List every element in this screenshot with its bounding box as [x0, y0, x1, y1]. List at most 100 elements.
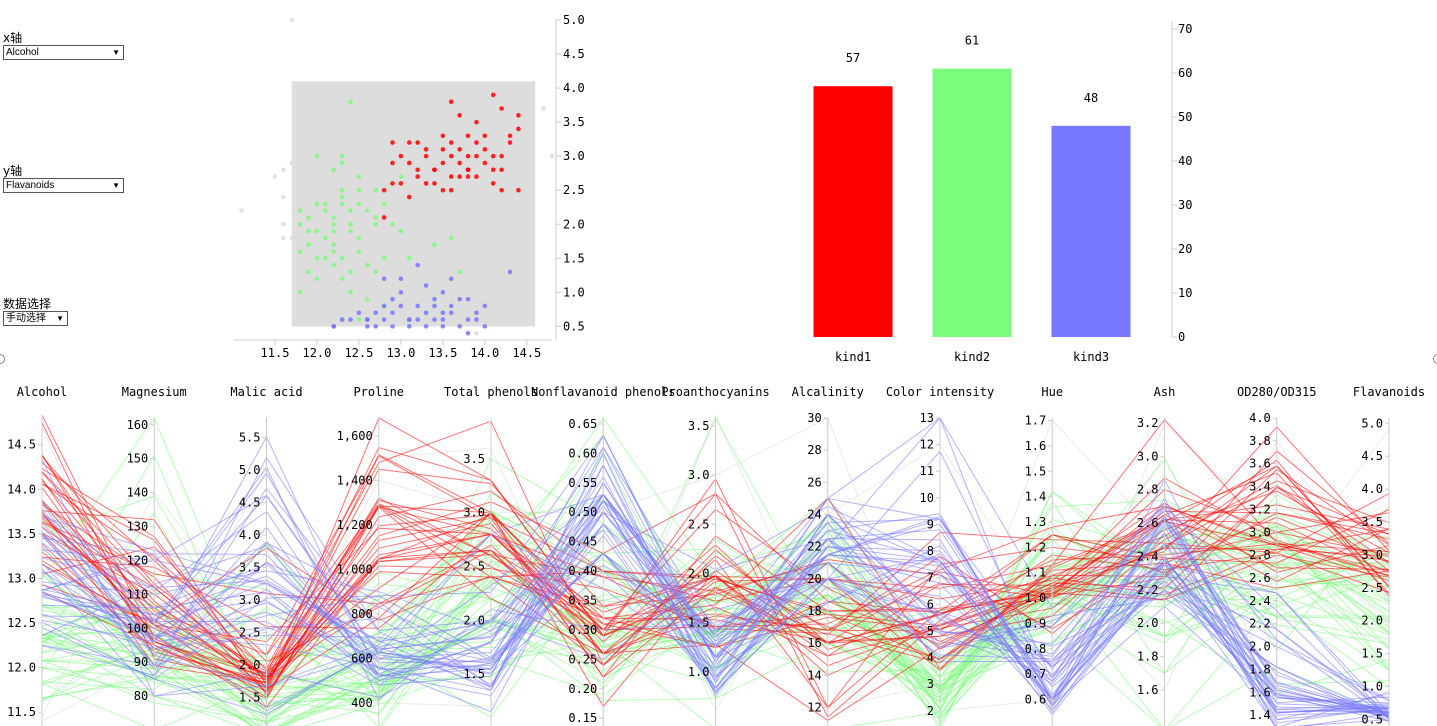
pc-line-kind2: [41, 524, 1390, 703]
pc-axis-tick-label: 3.5: [463, 452, 485, 466]
x-axis-select[interactable]: Alcohol ▼: [3, 45, 124, 60]
pc-line-kind1: [41, 478, 1390, 700]
left-resize-handle[interactable]: [0, 354, 5, 364]
pc-axis-tick-label: 1,400: [337, 473, 373, 487]
bar-category-label: kind1: [835, 350, 871, 364]
scatter-point-kind2: [323, 201, 328, 207]
pc-axis-title: Total phenols: [444, 385, 538, 399]
scatter-point-kind2: [314, 153, 320, 159]
pc-axis-tick-label: 0.20: [568, 682, 597, 696]
scatter-point-kind1: [465, 153, 471, 159]
bar-y-tick-label: 70: [1178, 22, 1192, 36]
pc-axis-tick-label: 5.0: [1361, 416, 1383, 430]
scatter-point-kind2: [331, 167, 337, 173]
scatter-point-kind3: [465, 330, 471, 336]
scatter-y-tick-label: 2.5: [563, 183, 585, 197]
pc-axis-tick-label: 1.5: [239, 691, 261, 705]
data-select-label: 数据选择: [3, 297, 52, 311]
pc-axis-title: Color intensity: [886, 385, 994, 399]
pc-line-kind1: [41, 487, 1390, 687]
right-resize-handle[interactable]: [1433, 354, 1437, 364]
scatter-x-tick-label: 14.0: [470, 346, 499, 360]
scatter-point-kind3: [432, 303, 437, 309]
data-select-dropdown[interactable]: 手动选择 ▼: [3, 311, 68, 326]
pc-axis-tick-label: 2.0: [1137, 616, 1159, 630]
pc-axis-tick-label: 13: [920, 411, 934, 425]
pc-line-kind1: [41, 489, 1390, 673]
scatter-y-tick-label: 4.5: [563, 47, 585, 61]
pc-line-kind1: [41, 477, 1390, 650]
pc-axis-title: OD280/OD315: [1237, 385, 1316, 399]
pc-line-kind1: [41, 454, 1390, 688]
pc-axis-tick-label: 3.5: [688, 419, 710, 433]
pc-axis-tick-label: 12.0: [7, 661, 36, 675]
pc-axis-tick-label: 100: [127, 621, 149, 635]
pc-axis-tick-label: 3.5: [239, 561, 261, 575]
scatter-x-axis: 11.5 12.0 12.5 13.0 13.5 14.0 14.5: [233, 339, 552, 360]
pc-axis-tick-label: 2.8: [1249, 548, 1271, 562]
pc-axis-title: Proline: [353, 385, 404, 399]
pc-axis-tick-label: 0.65: [568, 417, 597, 431]
scatter-point-kind2: [432, 242, 437, 247]
bar-y-tick-label: 50: [1178, 110, 1192, 124]
scatter-point-kind3: [507, 269, 513, 275]
pc-line-kind3: [41, 518, 1390, 716]
selection-region[interactable]: [291, 81, 536, 327]
scatter-point-kind1: [490, 92, 496, 98]
scatter-point-kind1: [448, 99, 454, 105]
pc-line-kind2: [41, 524, 1390, 716]
pc-line-kind3: [41, 523, 1390, 710]
scatter-point-kind3: [465, 296, 471, 302]
pc-axis-tick-label: 2.5: [463, 559, 485, 573]
scatter-point-kind2: [348, 290, 353, 295]
pc-axis-tick-label: 2.5: [688, 517, 710, 531]
pc-line-kind3: [41, 499, 1390, 712]
pc-axis-tick-label: 2.4: [1249, 594, 1271, 608]
scatter-point-kind2: [365, 262, 370, 268]
pc-line-kind1: [41, 514, 1390, 681]
pc-axis-tick-label: 0.15: [568, 711, 597, 725]
scatter-point-kind1: [415, 174, 420, 179]
pc-axis-title: Magnesium: [122, 385, 187, 399]
scatter-point-kind3: [390, 296, 395, 302]
pc-line-kind3: [41, 493, 1390, 714]
y-axis-select[interactable]: Flavanoids ▼: [3, 178, 124, 193]
pc-line-kind3: [41, 446, 1390, 716]
scatter-point-unselected: [289, 235, 295, 241]
pc-axis-tick-label: 1.7: [1025, 414, 1047, 428]
pc-axis-tick-label: 2.0: [463, 613, 485, 627]
scatter-point-kind2: [339, 160, 345, 166]
chevron-down-icon: ▼: [56, 314, 64, 323]
pc-line-kind1: [41, 455, 1390, 678]
scatter-point-kind1: [432, 167, 437, 173]
scatter-point-kind2: [297, 221, 303, 227]
scatter-point-kind1: [457, 147, 462, 152]
bar-value-label: 61: [965, 34, 979, 48]
scatter-point-kind1: [440, 147, 446, 152]
pc-axis-tick-label: 130: [127, 520, 149, 534]
pc-axis-tick-label: 160: [127, 418, 149, 432]
pc-line-kind1: [41, 468, 1390, 682]
pc-line-kind3: [41, 511, 1390, 720]
pc-axis-tick-label: 4.0: [1249, 411, 1271, 425]
pc-axis-tick-label: 12.5: [7, 616, 36, 630]
pc-line-kind2: [41, 518, 1390, 718]
pc-axis-tick-label: 1.2: [1025, 540, 1047, 554]
pc-axis-tick-label: 22: [807, 540, 821, 554]
pc-line-kind2: [41, 452, 1390, 723]
scatter-point-kind3: [406, 317, 412, 322]
pc-line-kind2: [41, 417, 1390, 726]
x-axis-label: x轴: [3, 31, 23, 45]
pc-axis-tick-label: 24: [807, 507, 821, 521]
bar-y-tick-label: 60: [1178, 66, 1192, 80]
pc-line-unselected: [41, 426, 1390, 714]
bar-y-tick-label: 40: [1178, 154, 1192, 168]
bar-kind3: [1051, 125, 1131, 337]
scatter-point-kind2: [339, 255, 345, 261]
pc-axis-tick-label: 12: [807, 700, 821, 714]
pc-line-kind1: [41, 504, 1390, 694]
pc-axis-tick-label: 0.55: [568, 476, 597, 490]
scatter-point-kind1: [406, 160, 412, 166]
